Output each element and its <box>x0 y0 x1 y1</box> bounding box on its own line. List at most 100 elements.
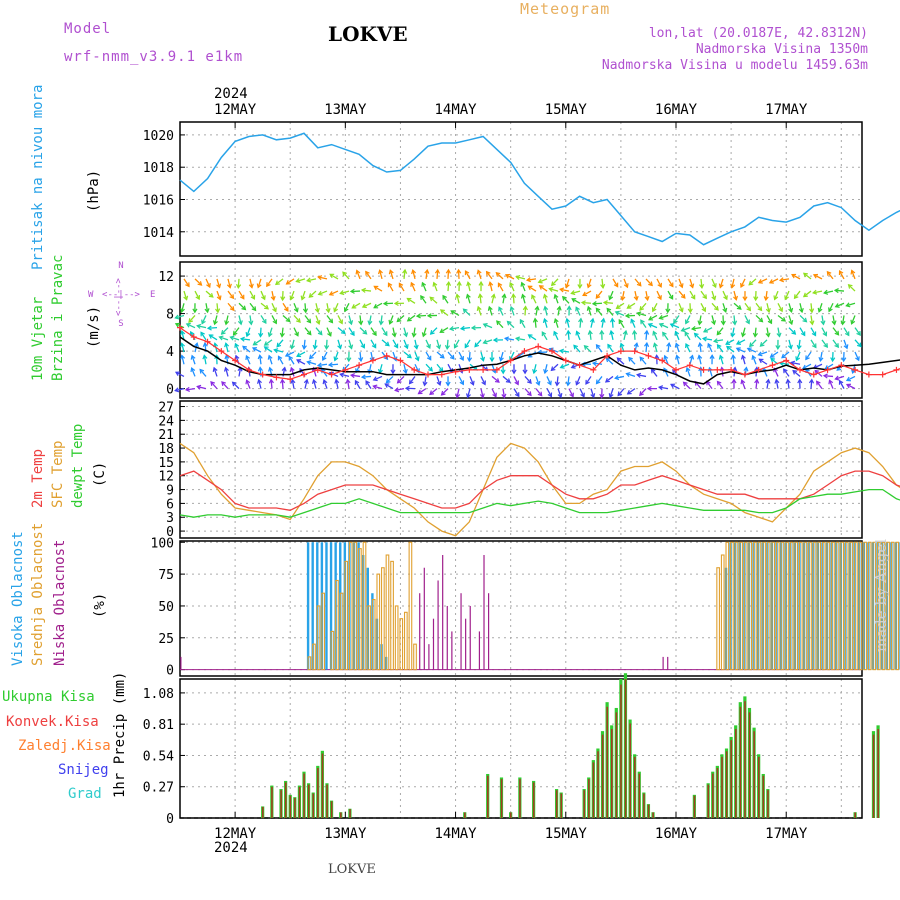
wind-arrow <box>698 355 702 365</box>
wind-arrow <box>663 368 669 377</box>
wind-arrowhead <box>449 354 455 360</box>
wind-arrow <box>230 336 240 341</box>
wind-arrowhead <box>658 322 664 328</box>
wind-arrow <box>340 373 350 378</box>
wind-arrowhead <box>569 392 574 398</box>
wind-arrowhead <box>639 391 644 397</box>
precip-bar-conv <box>588 779 590 818</box>
wind-arrowhead <box>466 357 473 363</box>
wind-arrow <box>407 314 416 322</box>
wind-arrow <box>439 327 449 333</box>
wind-arrowhead <box>838 270 844 276</box>
wind-arrow <box>191 367 196 377</box>
wind-arrow <box>667 278 674 287</box>
wind-arrow <box>268 355 273 365</box>
wind-arrow <box>573 344 581 353</box>
wind-arrow <box>436 339 441 349</box>
cloud-bar-mid <box>886 541 890 671</box>
wind-arrowhead <box>746 306 752 312</box>
wind-arrow <box>233 327 240 336</box>
wind-arrowhead <box>606 307 612 313</box>
wind-arrow <box>568 388 574 397</box>
wind-arrowhead <box>360 374 366 380</box>
wind-arrowhead <box>429 330 435 335</box>
wind-arrowhead <box>746 347 752 353</box>
precip-bar-conv <box>744 701 746 818</box>
wind-arrowhead <box>474 342 480 348</box>
wind-arrow <box>290 367 295 377</box>
wind-arrow <box>468 351 471 362</box>
wind-arrowhead <box>279 378 286 384</box>
wind-arrow <box>266 278 273 287</box>
wind-arrowhead <box>367 320 373 326</box>
precip-bar-conv <box>601 734 604 818</box>
wind-arrow <box>348 315 353 325</box>
precip-bar-conv <box>500 779 503 818</box>
wind-arrowhead <box>833 288 839 294</box>
wind-arrow <box>595 344 603 353</box>
gust-marker <box>631 348 638 355</box>
wind-arrow <box>700 290 707 299</box>
wind-arrow <box>549 288 559 292</box>
wind-arrowhead <box>293 307 299 313</box>
wind-arrow <box>791 274 801 280</box>
wind-arrowhead <box>477 293 483 299</box>
wind-arrow <box>590 318 594 328</box>
model-altitude-text: Nadmorska Visina u modelu 1459.63m <box>601 58 868 73</box>
wind-arrowhead <box>758 317 764 323</box>
wind-arrow <box>513 388 520 397</box>
wind-arrowhead <box>384 383 390 388</box>
gust-marker <box>852 366 859 373</box>
wind-arrowhead <box>280 296 286 302</box>
wind-arrowhead <box>509 281 514 287</box>
wind-arrowhead <box>450 310 456 315</box>
wind-arrow <box>799 303 803 313</box>
wind-arrowhead <box>765 378 771 384</box>
wind-arrow <box>291 379 295 389</box>
wind-arrowhead <box>349 288 355 294</box>
wind-arrowhead <box>396 317 402 323</box>
wind-arrowhead <box>599 329 605 335</box>
wind-arrow <box>684 331 691 341</box>
wind-arrow <box>587 306 592 316</box>
wind-arrow <box>733 290 737 300</box>
wind-arrowhead <box>754 378 760 384</box>
wind-arrowhead <box>783 368 788 374</box>
wind-arrow <box>502 388 506 398</box>
wind-arrowhead <box>445 280 452 286</box>
wind-arrowhead <box>615 304 621 309</box>
wind-arrowhead <box>402 268 408 274</box>
wind-arrowhead <box>651 307 657 313</box>
wind-arrowhead <box>272 307 277 313</box>
compass-arrow-v: <--|--> <box>114 277 124 316</box>
gust-marker <box>879 371 886 378</box>
cloud-bar-mid <box>895 541 900 671</box>
wind-arrowhead <box>650 368 656 374</box>
cloud-bar-mid <box>720 554 725 671</box>
wind-arrowhead <box>609 329 615 336</box>
wind-arrowhead <box>770 357 776 363</box>
cloud-bar-mid <box>762 541 766 671</box>
precip-bar-conv <box>739 706 742 818</box>
wind-arrowhead <box>731 378 737 384</box>
gust-marker <box>397 357 404 364</box>
wind-arrowhead <box>432 281 438 287</box>
wind-arrowhead <box>232 330 238 336</box>
wind-arrow <box>510 306 515 316</box>
wind-arrow <box>425 363 433 372</box>
wind-arrow <box>627 388 636 395</box>
wind-arrowhead <box>333 307 339 313</box>
wind-arrow <box>851 270 856 280</box>
wind-arrow <box>201 315 207 324</box>
wind-arrowhead <box>411 332 417 338</box>
wind-arrow <box>571 290 581 295</box>
wind-arrow <box>826 271 834 280</box>
wind-arrowhead <box>702 328 709 333</box>
precip-bar-conv <box>271 786 273 818</box>
precip-bar-conv <box>555 790 558 818</box>
wind-arrow <box>423 376 427 386</box>
wind-arrowhead <box>490 293 496 299</box>
wind-arrowhead <box>553 317 559 324</box>
gust-marker <box>686 362 693 369</box>
wind-arrow <box>766 379 770 389</box>
